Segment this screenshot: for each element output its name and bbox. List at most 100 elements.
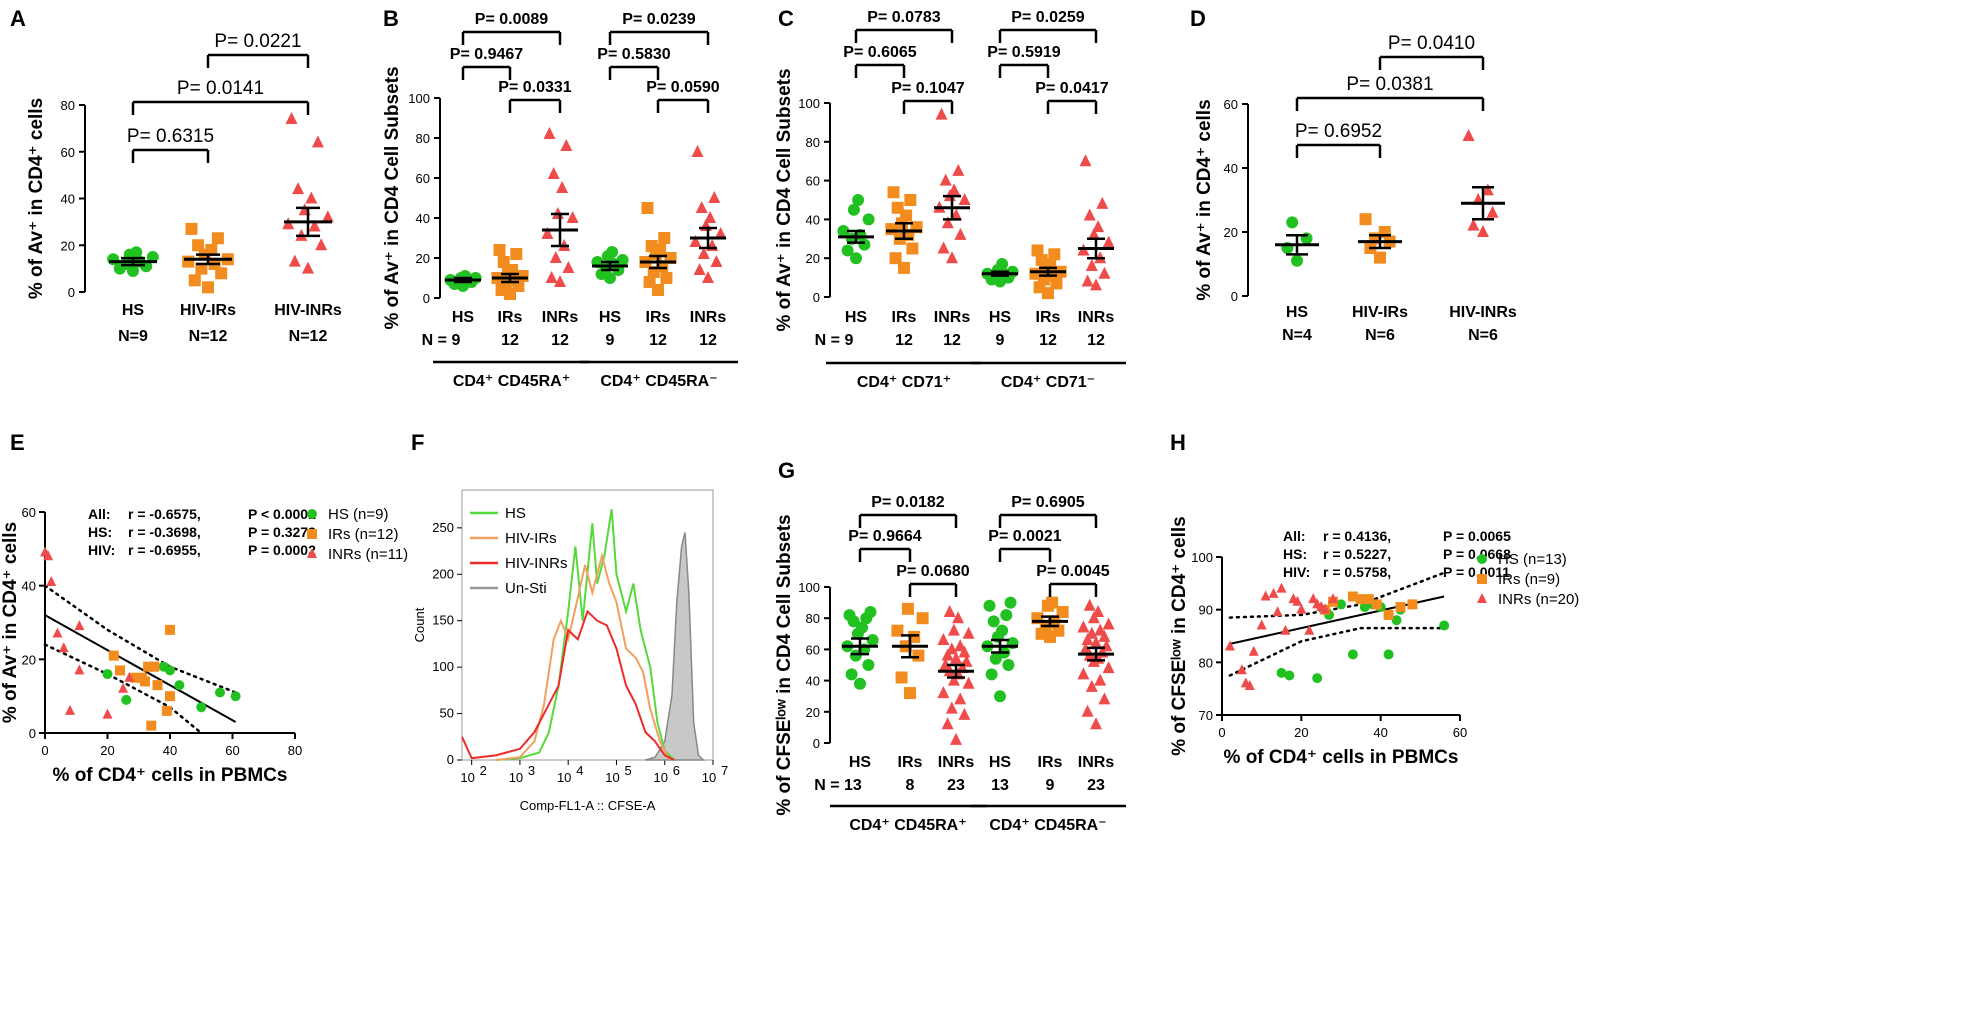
group-n-label: 12 xyxy=(1039,332,1057,349)
legend-label: HS (n=9) xyxy=(328,506,388,523)
group-n-label: 12 xyxy=(649,332,667,349)
x-tick-exponent: 4 xyxy=(576,763,583,778)
data-point xyxy=(941,216,954,229)
y-axis-label: % of Av⁺ in CD4⁺ cells xyxy=(1194,99,1215,300)
x-tick-label: 20 xyxy=(100,743,114,758)
panel-label-H: H xyxy=(1170,430,1186,455)
p-value-label: P= 0.0239 xyxy=(622,11,696,28)
data-point xyxy=(1272,606,1283,617)
confidence-band xyxy=(43,584,237,694)
group-n-label: N=4 xyxy=(1282,327,1312,344)
y-tick-label: 80 xyxy=(1199,655,1213,670)
data-point xyxy=(1260,590,1271,601)
x-tick-label: 10 xyxy=(460,770,474,785)
stat-label: All: xyxy=(88,506,111,522)
data-point xyxy=(1371,599,1382,610)
y-axis-label: Count xyxy=(412,607,427,642)
x-tick-exponent: 2 xyxy=(480,763,487,778)
group-label: INRs xyxy=(542,309,579,326)
data-point xyxy=(1098,629,1111,642)
data-point xyxy=(1374,251,1386,264)
data-point xyxy=(947,623,960,636)
y-axis-label: % of Av⁺ in CD4⁺ cells xyxy=(26,98,47,299)
data-point xyxy=(906,242,919,255)
group-n-label: 12 xyxy=(943,332,961,349)
group-n-label: 12 xyxy=(1087,332,1105,349)
data-point xyxy=(196,702,207,713)
y-tick-label: 60 xyxy=(61,145,75,160)
y-tick-label: 60 xyxy=(22,505,36,520)
data-point xyxy=(989,652,1002,665)
data-point xyxy=(230,691,241,702)
y-tick-label: 80 xyxy=(806,135,820,150)
data-point xyxy=(566,211,579,223)
y-tick-label: 100 xyxy=(798,96,820,111)
data-point xyxy=(1276,667,1287,678)
y-tick-label: 50 xyxy=(440,706,454,721)
y-tick-label: 60 xyxy=(416,171,430,186)
data-point xyxy=(985,668,998,681)
group-n-label: 13 xyxy=(991,777,1009,794)
data-point xyxy=(885,223,898,236)
x-tick-exponent: 7 xyxy=(721,763,728,778)
p-value-label: P= 0.6952 xyxy=(1295,121,1382,142)
data-point xyxy=(182,255,195,268)
legend-label: INRs (n=20) xyxy=(1498,591,1579,608)
data-point xyxy=(1094,623,1107,636)
histogram-unsti xyxy=(645,532,706,761)
y-tick-label: 100 xyxy=(432,659,454,674)
data-point xyxy=(562,261,575,273)
data-point xyxy=(124,671,135,682)
y-tick-label: 40 xyxy=(806,674,820,689)
data-point xyxy=(862,213,875,226)
data-point xyxy=(895,671,908,684)
data-point xyxy=(1085,679,1098,692)
y-tick-label: 20 xyxy=(416,251,430,266)
group-n-label: N=12 xyxy=(189,328,228,345)
data-point xyxy=(74,664,85,675)
data-point xyxy=(891,624,904,637)
data-point xyxy=(691,145,704,157)
data-point xyxy=(943,604,956,617)
data-point xyxy=(541,227,554,239)
group-n-label: N = 9 xyxy=(422,332,461,349)
data-point xyxy=(887,186,900,199)
p-value-label: P= 0.0783 xyxy=(867,9,941,26)
data-point xyxy=(315,238,328,251)
data-point xyxy=(693,263,706,275)
p-value-label: P= 0.0089 xyxy=(475,11,549,28)
y-axis-label: % of Av⁺ in CD4 Cell Subsets xyxy=(774,68,795,331)
group-n-label: N = 9 xyxy=(815,332,854,349)
data-point xyxy=(1363,594,1374,605)
legend-marker xyxy=(307,548,317,558)
p-value-label: P= 0.0221 xyxy=(214,31,301,52)
data-point xyxy=(1248,645,1259,656)
y-tick-label: 20 xyxy=(806,251,820,266)
data-point xyxy=(1236,664,1247,675)
group-label: IRs xyxy=(1038,754,1063,771)
data-point xyxy=(215,687,225,698)
data-point xyxy=(543,127,556,139)
data-point xyxy=(302,261,314,274)
data-point xyxy=(292,182,305,195)
data-point xyxy=(140,676,150,687)
data-point xyxy=(1029,267,1042,280)
y-tick-label: 0 xyxy=(1231,289,1238,304)
data-point xyxy=(941,648,954,661)
data-point xyxy=(843,609,856,622)
p-value-label: P= 0.0680 xyxy=(896,563,970,580)
data-point xyxy=(854,677,866,690)
group-label: HS xyxy=(122,302,145,319)
y-tick-label: 100 xyxy=(1191,550,1213,565)
data-point xyxy=(102,669,113,680)
data-point xyxy=(1383,609,1394,620)
data-point xyxy=(311,135,324,148)
data-point xyxy=(1056,605,1069,618)
data-point xyxy=(946,251,958,264)
data-point xyxy=(1224,640,1235,651)
group-label: HIV-INRs xyxy=(274,302,342,319)
data-point xyxy=(889,252,902,265)
data-point xyxy=(1098,266,1111,279)
data-point xyxy=(165,665,175,676)
x-tick-label: 10 xyxy=(509,770,523,785)
